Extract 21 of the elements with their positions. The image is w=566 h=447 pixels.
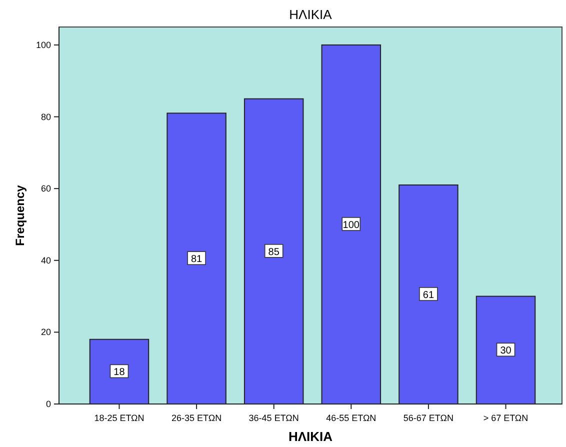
data-label: 61 xyxy=(422,290,434,301)
y-tick-label: 60 xyxy=(40,184,51,194)
x-tick-label: 56-67 ΕΤΩΝ xyxy=(403,413,454,423)
x-tick-label: 18-25 ΕΤΩΝ xyxy=(94,413,144,423)
x-tick-label: 46-55 ΕΤΩΝ xyxy=(326,413,376,423)
x-axis-title: ΗΛΙΚΙΑ xyxy=(288,429,334,444)
y-tick-label: 40 xyxy=(40,255,51,266)
x-tick-label: 36-45 ΕΤΩΝ xyxy=(248,413,299,423)
data-label: 81 xyxy=(190,254,203,266)
data-label: 18 xyxy=(114,367,126,378)
x-tick-label: 26-35 ΕΤΩΝ xyxy=(171,413,222,423)
y-tick-label: 100 xyxy=(36,40,51,50)
data-label: 85 xyxy=(268,246,280,258)
data-label: 100 xyxy=(342,220,360,231)
y-axis-title: Frequency xyxy=(13,184,27,246)
chart-title: ΗΛΙΚΙΑ xyxy=(289,7,332,22)
y-tick-label: 20 xyxy=(40,327,51,338)
y-tick-label: 80 xyxy=(40,112,51,122)
x-tick-label: > 67 ΕΤΩΝ xyxy=(483,413,528,423)
data-label: 30 xyxy=(500,346,512,357)
y-tick-label: 0 xyxy=(46,399,51,409)
